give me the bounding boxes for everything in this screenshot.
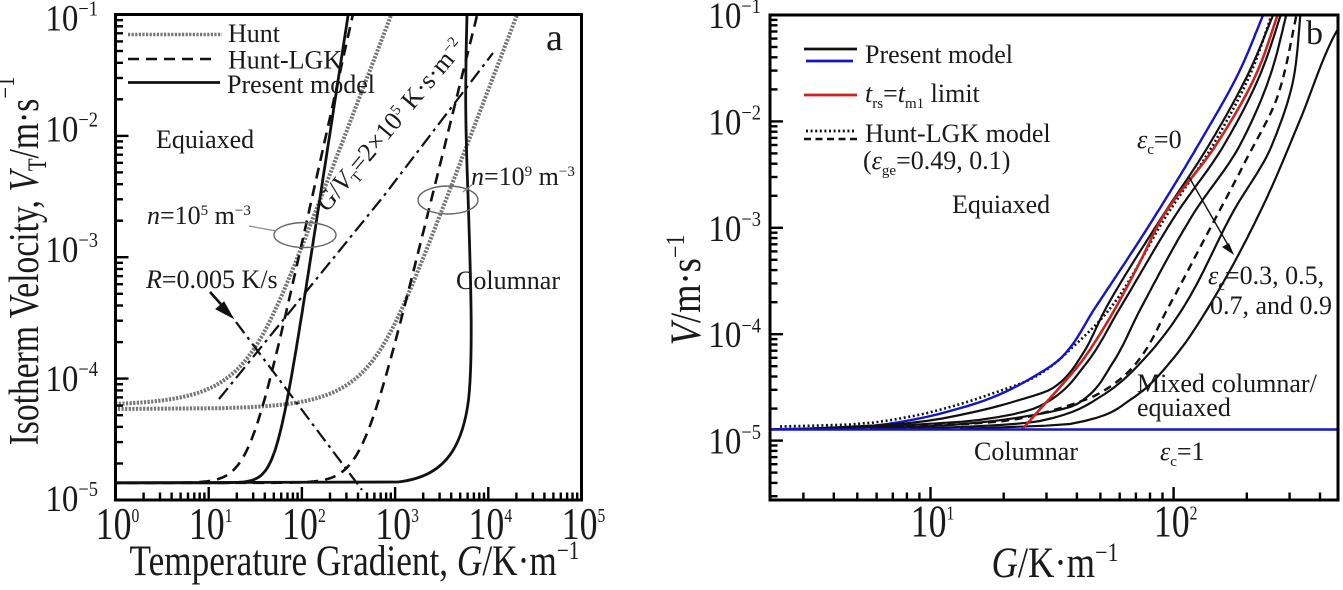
svg-text:trs=tm1 limit: trs=tm1 limit: [865, 79, 981, 112]
svg-text:Columnar: Columnar: [974, 437, 1078, 466]
svg-text:Equiaxed: Equiaxed: [156, 125, 254, 154]
svg-text:n=105 m−3: n=105 m−3: [147, 201, 251, 230]
svg-text:Hunt-LGK model: Hunt-LGK model: [865, 119, 1051, 148]
svg-text:a: a: [546, 17, 563, 59]
svg-text:εc=0.3, 0.5,: εc=0.3, 0.5,: [1208, 261, 1324, 294]
svg-text:10−5: 10−5: [45, 478, 98, 519]
svg-text:R=0.005 K/s: R=0.005 K/s: [145, 265, 278, 294]
svg-text:Present model: Present model: [227, 70, 375, 99]
svg-text:Equiaxed: Equiaxed: [952, 190, 1050, 219]
svg-text:b: b: [1306, 15, 1323, 52]
svg-text:εc=0: εc=0: [1137, 125, 1182, 158]
svg-text:Isotherm Velocity, VT/m·s−1: Isotherm Velocity, VT/m·s−1: [0, 77, 53, 446]
svg-text:Hunt-LGK: Hunt-LGK: [228, 46, 342, 75]
svg-text:10−4: 10−4: [45, 358, 98, 399]
svg-text:Mixed columnar/: Mixed columnar/: [1137, 369, 1318, 398]
svg-text:Columnar: Columnar: [456, 266, 560, 295]
svg-text:n=109 m−3: n=109 m−3: [471, 162, 575, 191]
svg-text:εc=1: εc=1: [1160, 437, 1205, 470]
svg-text:equiaxed: equiaxed: [1137, 393, 1231, 422]
svg-text:Hunt: Hunt: [228, 19, 281, 48]
svg-text:Temperature Gradient, G/K·m−1: Temperature Gradient, G/K·m−1: [130, 537, 580, 585]
svg-text:0.7, and 0.9: 0.7, and 0.9: [1210, 291, 1332, 320]
svg-text:10−3: 10−3: [45, 229, 98, 270]
svg-text:Present model: Present model: [865, 40, 1013, 69]
